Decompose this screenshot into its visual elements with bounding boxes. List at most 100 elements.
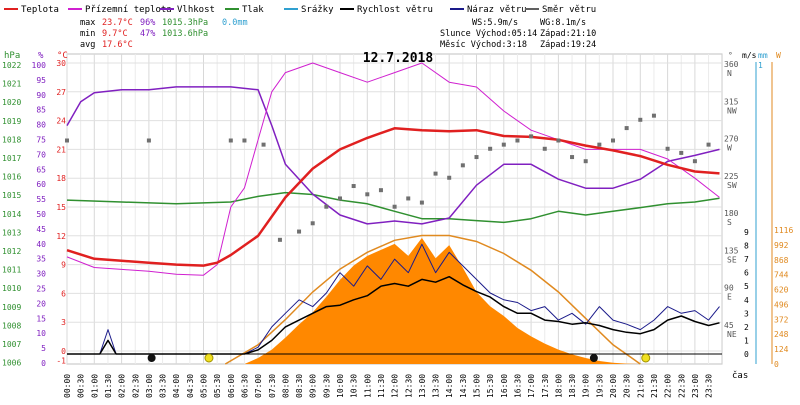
legend-label: Srážky — [301, 5, 334, 15]
direction-tick: 315 — [724, 97, 739, 106]
stat-text: Západ:21:10 — [540, 29, 596, 39]
stat-text: 0.0mm — [222, 18, 248, 28]
wind-direction-point — [624, 126, 629, 131]
solar-tick: 992 — [774, 241, 789, 250]
wind-direction-point — [542, 146, 547, 151]
legend-label: Náraz větru — [467, 5, 527, 15]
wind-tick: 3 — [744, 309, 749, 318]
humidity-tick: 55 — [36, 195, 46, 204]
wind-direction-point — [378, 188, 383, 193]
temperature-tick: 6 — [61, 289, 66, 298]
time-tick: 16:00 — [500, 374, 509, 398]
sun-marker — [204, 353, 214, 363]
stat-text: 17.6°C — [102, 40, 133, 50]
wind-direction-point — [146, 138, 151, 143]
solar-tick: 248 — [774, 330, 789, 339]
wind-direction-point — [338, 196, 342, 201]
time-tick: 18:00 — [554, 374, 563, 398]
time-tick: 17:30 — [541, 374, 550, 398]
direction-compass-label: E — [727, 293, 732, 302]
wind-tick: 7 — [744, 255, 749, 264]
humidity-tick: 95 — [36, 76, 46, 85]
pressure-tick: 1017 — [2, 154, 21, 163]
direction-tick: 135 — [724, 246, 739, 255]
wind-tick: 4 — [744, 296, 749, 305]
time-tick: 09:30 — [322, 374, 331, 398]
humidity-tick: 85 — [36, 106, 46, 115]
wind-direction-point — [324, 204, 329, 209]
humidity-tick: 40 — [36, 240, 46, 249]
wind-direction-point — [406, 196, 411, 201]
humidity-tick: 35 — [36, 255, 46, 264]
wind-direction-point — [297, 229, 302, 234]
stat-text: 47% — [140, 29, 155, 39]
pressure-tick: 1013 — [2, 228, 21, 237]
wind-unit: m/s — [742, 51, 757, 60]
time-tick: 08:00 — [281, 374, 290, 398]
humidity-tick: 60 — [36, 180, 46, 189]
pressure-tick: 1010 — [2, 284, 21, 293]
time-tick: 13:30 — [432, 374, 441, 398]
solar-tick: 496 — [774, 300, 789, 309]
legend-label: Přízemní teplota — [85, 5, 172, 15]
time-tick: 07:00 — [254, 374, 263, 398]
direction-unit: ° — [728, 51, 733, 60]
wind-gust-line — [67, 243, 720, 355]
wind-tick: 0 — [744, 350, 749, 359]
wind-direction-point — [638, 117, 643, 122]
time-tick: 20:00 — [609, 374, 618, 398]
direction-compass-label: N — [727, 69, 732, 78]
wind-direction-point — [501, 142, 506, 147]
humidity-tick: 25 — [36, 285, 46, 294]
pressure-tick: 1021 — [2, 80, 21, 89]
solar-max-curve — [224, 234, 641, 365]
wind-direction-point — [556, 138, 561, 143]
temperature-tick: 9 — [61, 261, 66, 270]
temperature-tick: 15 — [56, 203, 66, 212]
direction-compass-label: SW — [727, 181, 737, 190]
direction-compass-label: SE — [727, 255, 737, 264]
wind-direction-point — [611, 138, 615, 143]
wind-direction-point — [665, 146, 670, 151]
time-tick: 12:00 — [391, 374, 400, 398]
time-tick: 04:30 — [186, 374, 195, 398]
pressure-tick: 1016 — [2, 173, 21, 182]
legend-label: Směr větru — [542, 5, 596, 15]
wind-direction-point — [706, 142, 711, 147]
temperature-tick: 27 — [56, 88, 66, 97]
time-unit: čas — [732, 370, 748, 381]
pressure-tick: 1018 — [2, 135, 21, 144]
wind-direction-point — [570, 155, 575, 160]
wind-direction-point — [460, 163, 465, 168]
legend-label: Vlhkost — [177, 5, 215, 15]
wind-direction-point — [277, 237, 282, 242]
wind-direction-point — [419, 200, 424, 205]
time-tick: 16:30 — [513, 374, 522, 398]
humidity-unit: % — [38, 51, 44, 61]
humidity-tick: 65 — [36, 165, 46, 174]
time-tick: 11:30 — [377, 374, 386, 398]
time-tick: 19:00 — [582, 374, 591, 398]
temperature-unit: °C — [57, 51, 68, 61]
wind-direction-point — [351, 184, 356, 189]
direction-tick: 270 — [724, 135, 739, 144]
humidity-tick: 50 — [36, 210, 46, 219]
temperature-tick: 21 — [56, 145, 66, 154]
solar-tick: 124 — [774, 345, 789, 354]
direction-tick: 360 — [724, 60, 739, 69]
wind-direction-point — [447, 175, 452, 180]
solar-tick: 372 — [774, 315, 789, 324]
pressure-unit: hPa — [4, 51, 20, 61]
wind-direction-point — [474, 155, 479, 160]
solar-tick: 868 — [774, 256, 789, 265]
stat-text: avg — [80, 40, 95, 50]
time-tick: 00:30 — [77, 374, 86, 398]
wind-direction-point — [515, 138, 520, 143]
time-tick: 02:00 — [118, 374, 127, 398]
time-tick: 09:00 — [309, 374, 318, 398]
time-tick: 14:30 — [459, 374, 468, 398]
wind-direction-point — [692, 159, 697, 164]
wind-direction-point — [529, 134, 534, 139]
wind-direction-point — [392, 204, 397, 209]
time-tick: 01:30 — [104, 374, 113, 398]
